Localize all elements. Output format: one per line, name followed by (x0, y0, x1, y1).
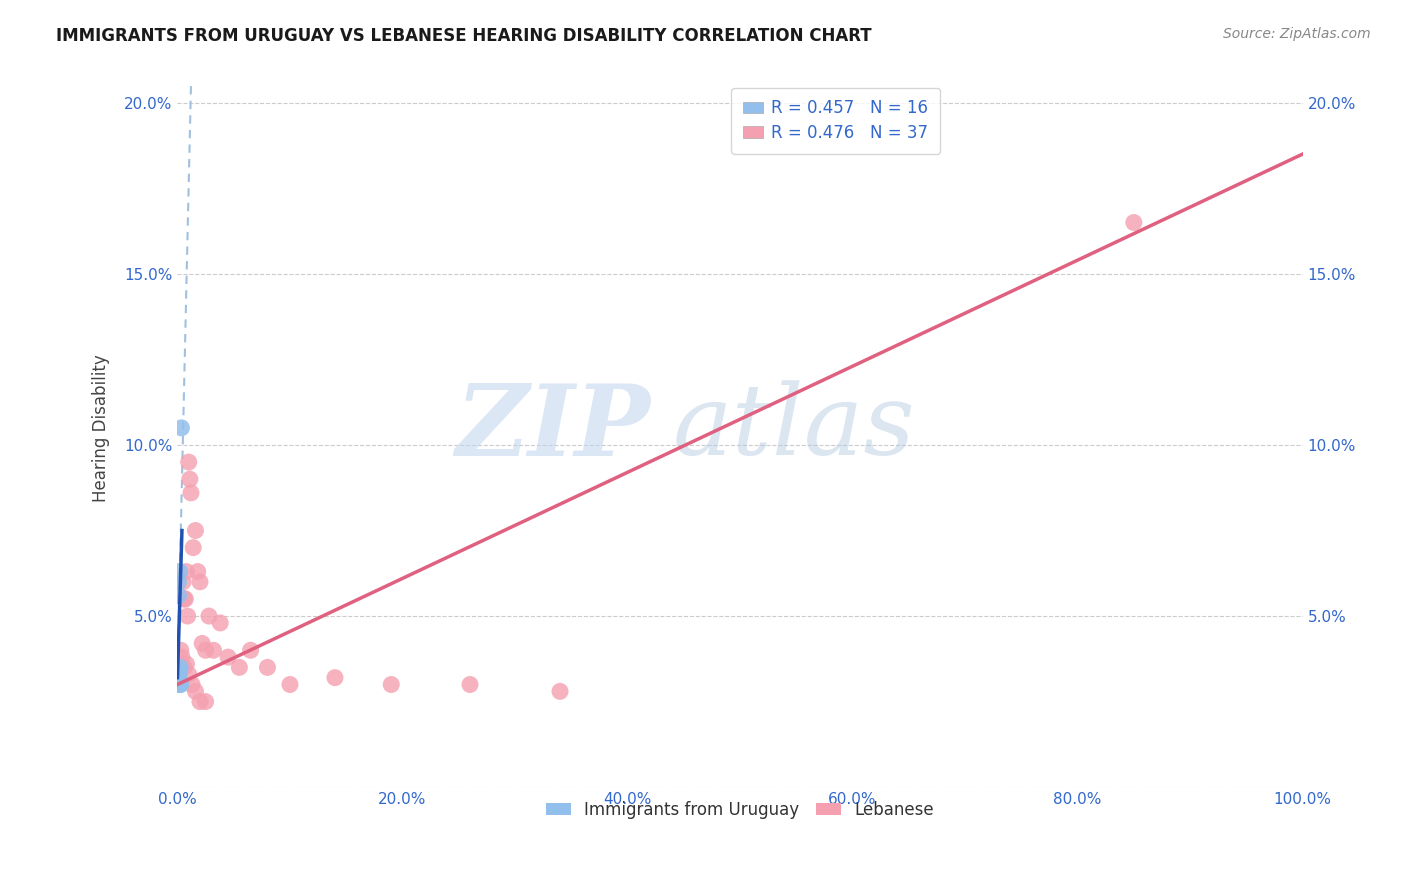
Point (180, 486, 202, 500)
Point (169, 664, 191, 678)
Point (548, 684, 571, 698)
Text: ZIP: ZIP (456, 380, 650, 476)
Point (188, 695, 211, 709)
Point (167, 574, 190, 589)
Point (167, 671, 190, 685)
Point (209, 615, 232, 630)
Point (278, 677, 301, 691)
Point (169, 660, 191, 674)
Point (181, 677, 204, 691)
Point (187, 565, 209, 579)
Point (458, 677, 481, 691)
Point (169, 565, 191, 579)
Point (191, 636, 214, 650)
Legend: Immigrants from Uruguay, Lebanese: Immigrants from Uruguay, Lebanese (540, 794, 941, 826)
Point (170, 677, 193, 691)
Point (167, 674, 190, 689)
Point (184, 684, 207, 698)
Point (194, 643, 217, 657)
Point (188, 574, 211, 589)
Point (167, 671, 190, 685)
Point (167, 667, 190, 681)
Point (167, 677, 190, 691)
Point (167, 677, 190, 691)
Point (380, 677, 402, 691)
Point (170, 650, 193, 665)
Point (177, 455, 200, 469)
Point (167, 667, 190, 681)
Point (239, 643, 262, 657)
Point (217, 650, 239, 665)
Text: IMMIGRANTS FROM URUGUAY VS LEBANESE HEARING DISABILITY CORRELATION CHART: IMMIGRANTS FROM URUGUAY VS LEBANESE HEAR… (56, 27, 872, 45)
Point (176, 609, 198, 624)
Point (198, 609, 221, 624)
Point (169, 677, 191, 691)
Point (184, 524, 207, 538)
Point (256, 660, 278, 674)
Point (179, 472, 201, 486)
Point (167, 589, 190, 603)
Point (173, 660, 195, 674)
Text: atlas: atlas (672, 380, 915, 475)
Point (172, 574, 194, 589)
Point (194, 695, 217, 709)
Point (169, 660, 191, 674)
Point (174, 591, 197, 606)
Point (323, 671, 346, 685)
Point (176, 565, 198, 579)
Point (202, 643, 225, 657)
Y-axis label: Hearing Disability: Hearing Disability (93, 354, 110, 501)
Point (176, 657, 198, 671)
Point (1122, 215, 1144, 229)
Point (173, 591, 195, 606)
Point (170, 643, 193, 657)
Point (166, 674, 188, 689)
Point (181, 541, 204, 555)
Text: Source: ZipAtlas.com: Source: ZipAtlas.com (1223, 27, 1371, 41)
Point (170, 421, 193, 435)
Point (177, 667, 200, 681)
Point (228, 660, 250, 674)
